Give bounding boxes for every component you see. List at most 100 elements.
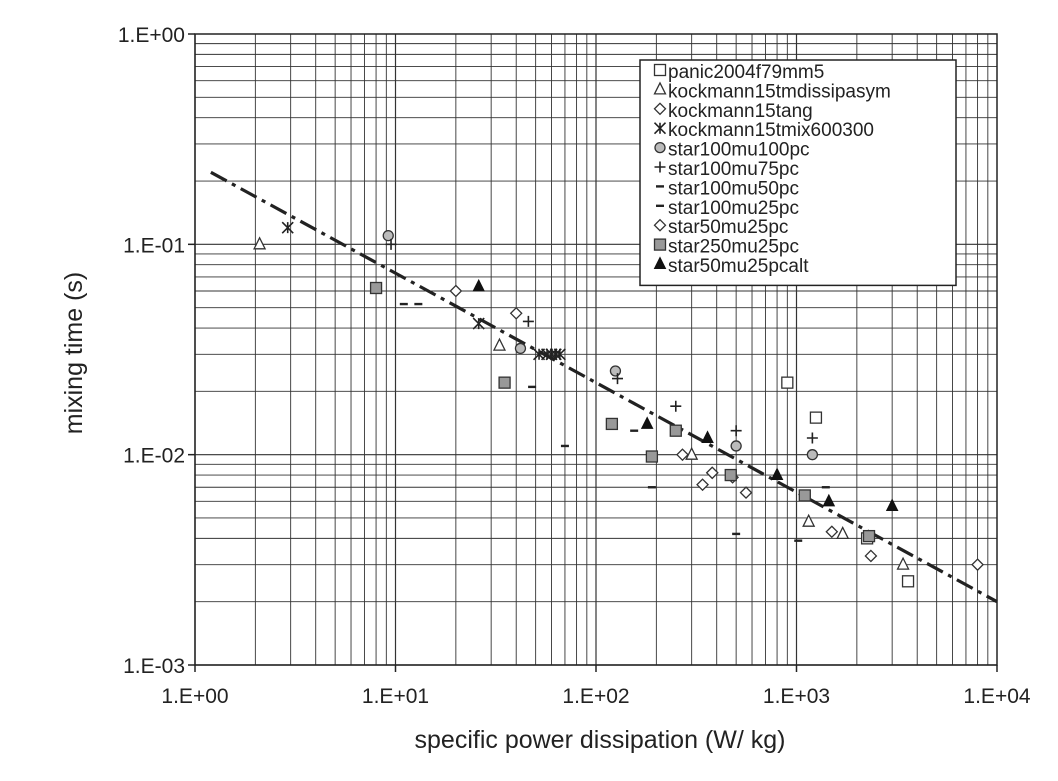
- legend-label: kockmann15tmix600300: [668, 120, 874, 141]
- data-point: [449, 284, 463, 298]
- legend-item: star100mu100pc: [654, 140, 810, 161]
- trendline: [210, 170, 998, 604]
- data-point: [640, 416, 654, 429]
- x-tick-label: 1.E+03: [763, 685, 830, 708]
- data-point: [724, 468, 737, 482]
- legend-item: star100mu50pc: [656, 178, 799, 199]
- data-point: [522, 315, 534, 327]
- data-point: [509, 306, 523, 320]
- data-point: [253, 236, 267, 250]
- data-point: [802, 513, 816, 527]
- legend-marker: [653, 238, 667, 251]
- series-kockmann15tmdissipasym: [253, 236, 910, 570]
- legend-item: star50mu25pc: [653, 217, 788, 238]
- legend-box: [639, 59, 957, 287]
- x-tick-label: 1.E+04: [963, 685, 1030, 708]
- legend-item: star100mu75pc: [654, 159, 799, 180]
- legend-label: star50mu25pc: [668, 217, 788, 238]
- data-point: [685, 446, 699, 460]
- legend-label: kockmann15tmdissipasym: [668, 81, 891, 102]
- legend-label: star100mu100pc: [668, 140, 810, 161]
- data-points: [253, 221, 984, 588]
- legend-marker: [653, 81, 667, 95]
- data-point: [885, 498, 899, 512]
- data-point: [605, 417, 619, 431]
- legend-marker: [653, 63, 667, 77]
- data-point: [806, 449, 819, 461]
- legend-marker: [653, 122, 667, 135]
- series-star100mu25pc: [560, 444, 803, 542]
- y-tick-label: 1.E-01: [123, 234, 185, 257]
- data-point: [492, 337, 507, 351]
- series-star100mu50pc: [399, 302, 830, 536]
- x-axis-label: specific power dissipation (W/ kg): [415, 726, 786, 754]
- legend-marker: [653, 102, 667, 116]
- data-point: [281, 221, 294, 234]
- series-star100mu75pc: [385, 238, 818, 444]
- data-point: [896, 556, 910, 570]
- legend-label: star100mu25pc: [668, 198, 799, 219]
- data-point: [822, 493, 836, 507]
- data-point: [806, 432, 818, 444]
- legend-label: star50mu25pcalt: [668, 256, 809, 277]
- data-point: [514, 342, 527, 355]
- series-star100mu100pc: [382, 229, 819, 461]
- data-point: [609, 365, 622, 377]
- legend-label: star100mu75pc: [668, 159, 799, 180]
- data-point: [382, 229, 394, 242]
- legend-item: star100mu25pc: [656, 198, 799, 219]
- data-point: [669, 424, 682, 437]
- y-tick-label: 1.E+00: [118, 24, 185, 47]
- legend-label: kockmann15tang: [668, 101, 813, 122]
- data-point: [705, 466, 719, 480]
- y-tick-label: 1.E-02: [123, 445, 185, 468]
- series-star50mu25pcalt: [472, 278, 899, 512]
- legend-item: star50mu25pcalt: [653, 256, 809, 277]
- legend-marker: [654, 141, 666, 154]
- data-point: [696, 478, 709, 492]
- data-point: [676, 448, 689, 462]
- data-point: [971, 558, 984, 572]
- data-point: [701, 430, 714, 444]
- series-star250mu25pc: [369, 281, 876, 543]
- series-kockmann15tmix600300: [281, 221, 566, 361]
- legend: panic2004f79mm5kockmann15tmdissipasymkoc…: [639, 59, 957, 287]
- data-point: [770, 467, 784, 481]
- x-tick-label: 1.E+02: [562, 685, 629, 708]
- data-point: [730, 440, 742, 452]
- y-axis-label: mixing time (s): [60, 272, 88, 435]
- data-point: [739, 486, 753, 500]
- legend-item: kockmann15tang: [653, 101, 813, 122]
- x-tick-label: 1.E+00: [161, 685, 228, 708]
- data-point: [781, 376, 794, 389]
- legend-label: star100mu50pc: [668, 178, 799, 199]
- legend-item: panic2004f79mm5: [653, 62, 824, 83]
- data-point: [645, 450, 659, 463]
- data-point: [553, 348, 566, 361]
- data-point: [864, 549, 878, 563]
- data-point: [836, 525, 850, 540]
- data-point: [472, 278, 486, 292]
- data-point: [798, 489, 811, 502]
- axis-ticks: 1.E+00 1.E+01 1.E+02 1.E+03 1.E+04 1.E+00 1.E-…: [118, 24, 1031, 708]
- series-panic2004f79mm5: [781, 376, 915, 588]
- legend-item: kockmann15tmix600300: [653, 120, 874, 141]
- legend-item: kockmann15tmdissipasym: [653, 81, 891, 102]
- data-point: [730, 425, 742, 437]
- legend-marker: [653, 256, 667, 269]
- legend-label: star250mu25pc: [668, 237, 799, 258]
- data-point: [809, 411, 823, 424]
- y-tick-label: 1.E-03: [123, 655, 185, 678]
- legend-item: star250mu25pc: [653, 237, 799, 258]
- legend-marker: [653, 218, 667, 232]
- data-point: [825, 525, 839, 539]
- data-point: [670, 400, 682, 412]
- legend-marker: [654, 161, 666, 173]
- data-point: [472, 317, 485, 330]
- data-point: [498, 376, 511, 389]
- data-point: [862, 529, 876, 543]
- data-point: [385, 238, 397, 250]
- legend-label: panic2004f79mm5: [668, 62, 824, 83]
- trendline-layer: [210, 170, 998, 604]
